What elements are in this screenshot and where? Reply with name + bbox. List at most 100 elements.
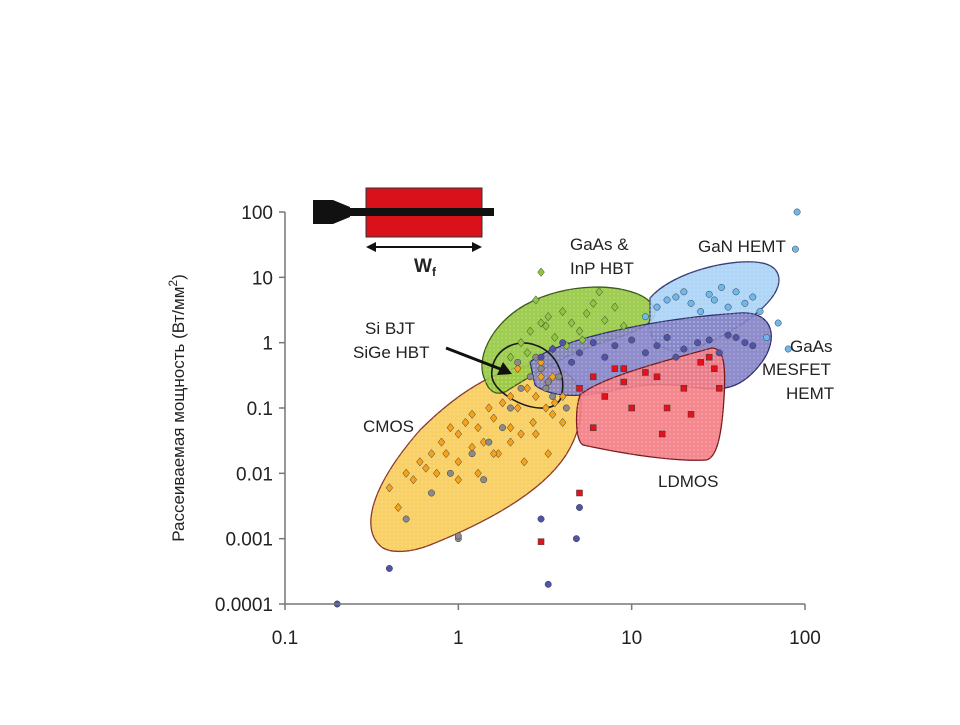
point-cmos xyxy=(548,372,557,382)
point-cmos xyxy=(506,437,515,447)
label-ldmos: LDMOS xyxy=(658,472,718,491)
point-cmos xyxy=(558,417,567,428)
point-si-bjt-sige-hbt xyxy=(454,532,462,540)
point-cmos xyxy=(498,398,507,408)
point-gaas-inp-hbt xyxy=(537,318,545,328)
point-gaas-mesfet-hemt xyxy=(641,349,649,357)
label-gan-hemt: GaN HEMT xyxy=(698,237,786,256)
point-cmos xyxy=(385,483,394,493)
point-gaas-mesfet-hemt xyxy=(537,515,545,523)
regions-layer xyxy=(370,261,780,553)
point-ldmos xyxy=(620,378,627,386)
point-ldmos xyxy=(705,353,713,361)
point-gaas-mesfet-hemt xyxy=(611,342,619,350)
point-si-bjt-sige-hbt xyxy=(544,378,552,386)
x-tick-label: 1 xyxy=(453,628,464,649)
point-gan-hemt xyxy=(641,313,649,321)
arrow-head xyxy=(497,362,512,375)
point-cmos xyxy=(485,403,493,413)
point-cmos xyxy=(461,417,470,428)
point-cmos xyxy=(474,468,482,478)
point-cmos xyxy=(454,457,463,467)
texture-cmos xyxy=(370,365,582,552)
point-gan-hemt xyxy=(718,284,725,291)
point-ldmos xyxy=(628,404,635,412)
point-si-bjt-sige-hbt xyxy=(562,404,570,412)
point-ldmos xyxy=(697,359,704,366)
point-gaas-inp-hbt xyxy=(506,352,515,362)
point-gan-hemt xyxy=(663,296,671,304)
point-gaas-inp-hbt xyxy=(517,338,525,348)
point-si-bjt-sige-hbt xyxy=(480,476,488,484)
y-axis-label: Рассеиваемая мощность (Вт/мм2) xyxy=(166,274,188,542)
label-gaas-inp-hbt-line2: InP HBT xyxy=(570,259,634,278)
point-gaas-mesfet-hemt xyxy=(732,334,740,341)
point-cmos xyxy=(474,423,482,433)
point-gan-hemt xyxy=(784,345,792,353)
point-si-bjt-sige-hbt xyxy=(507,404,514,412)
point-gaas-inp-hbt xyxy=(551,332,559,343)
point-gaas-mesfet-hemt xyxy=(576,504,583,511)
label-gaas-mesfet-line3: HEMT xyxy=(786,384,834,403)
point-si-bjt-sige-hbt xyxy=(542,384,550,392)
point-cmos xyxy=(544,449,552,459)
label-gaas-mesfet-line2: MESFET xyxy=(762,360,831,379)
region-textures xyxy=(370,261,779,552)
point-cmos xyxy=(517,429,525,439)
point-gaas-mesfet-hemt xyxy=(680,345,688,353)
point-gaas-inp-hbt xyxy=(558,306,567,317)
point-si-bjt-sige-hbt xyxy=(402,515,410,523)
point-gan-hemt xyxy=(724,303,732,311)
point-si-bjt-sige-hbt xyxy=(499,424,507,432)
point-cmos xyxy=(513,403,522,413)
point-gan-hemt xyxy=(763,334,770,341)
inset-arrow-left xyxy=(366,242,376,252)
arrow-shaft xyxy=(445,346,504,372)
point-gan-hemt xyxy=(732,288,740,296)
y-tick-label: 100 xyxy=(241,203,273,224)
point-si-bjt-sige-hbt xyxy=(555,373,563,381)
point-cmos xyxy=(409,475,418,485)
points-layer xyxy=(333,208,801,608)
point-cmos xyxy=(442,449,450,459)
point-cmos xyxy=(454,475,463,485)
point-ldmos xyxy=(620,365,627,372)
point-ldmos xyxy=(537,538,545,545)
point-gaas-inp-hbt xyxy=(578,335,587,345)
point-cmos xyxy=(427,449,436,459)
point-gaas-inp-hbt xyxy=(611,302,619,312)
point-gan-hemt xyxy=(791,245,799,253)
point-ldmos xyxy=(601,393,609,400)
point-ldmos xyxy=(680,385,688,392)
point-cmos xyxy=(542,403,550,413)
point-gan-hemt xyxy=(756,308,764,315)
point-gaas-mesfet-hemt xyxy=(663,334,671,341)
point-ldmos xyxy=(642,369,649,376)
point-gaas-mesfet-hemt xyxy=(544,580,552,588)
point-gan-hemt xyxy=(749,293,757,301)
point-gaas-mesfet-hemt xyxy=(589,339,597,347)
y-tick-label: 0.001 xyxy=(225,530,273,551)
inset-pad xyxy=(313,200,350,224)
point-gaas-inp-hbt xyxy=(523,348,532,358)
point-ldmos xyxy=(663,404,671,412)
point-gan-hemt xyxy=(697,308,705,315)
point-cmos xyxy=(416,457,424,467)
texture-ldmos xyxy=(576,348,725,461)
x-tick-label: 10 xyxy=(621,628,642,649)
inset-label: Wf xyxy=(414,256,437,279)
region-si-sige-outline xyxy=(490,342,564,409)
point-cmos xyxy=(558,391,567,402)
point-gaas-mesfet-hemt xyxy=(568,358,576,366)
point-gaas-mesfet-hemt xyxy=(385,565,393,572)
point-si-bjt-sige-hbt xyxy=(514,358,522,366)
inset-transistor: Wf xyxy=(313,187,494,279)
point-gaas-mesfet-hemt xyxy=(694,339,702,347)
point-cmos xyxy=(548,409,557,419)
point-gaas-mesfet-hemt xyxy=(628,336,636,344)
point-cmos xyxy=(394,502,402,513)
label-gaas-mesfet-line1: GaAs xyxy=(790,337,833,356)
si-sige-arrow xyxy=(445,346,512,375)
